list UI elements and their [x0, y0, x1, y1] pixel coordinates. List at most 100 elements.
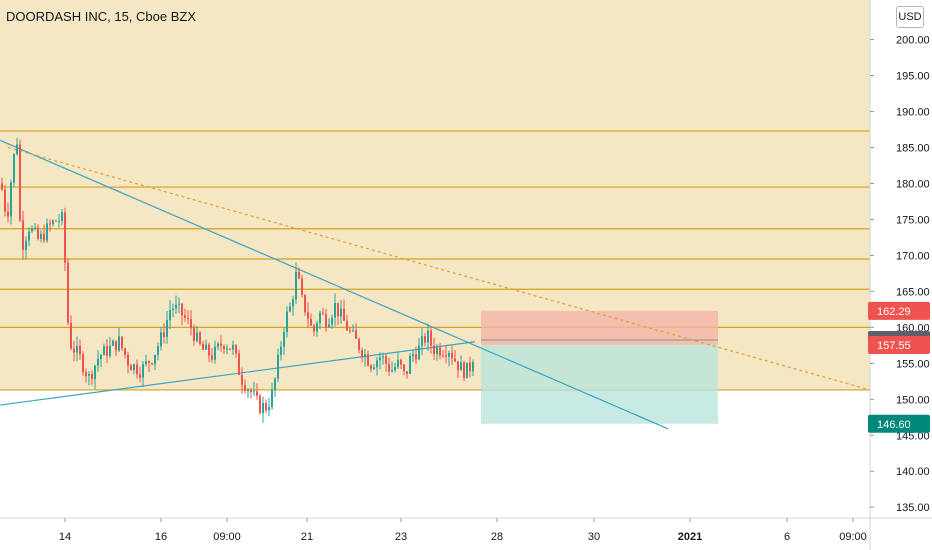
candle-body [280, 346, 282, 355]
candle-body [310, 318, 312, 326]
candle-body [4, 189, 6, 212]
candle-body [172, 308, 174, 311]
candle-body [349, 330, 351, 332]
candle-body [127, 354, 129, 366]
candle-body [376, 360, 378, 368]
price-badge-label: 162.29 [877, 306, 911, 318]
time-tick-label: 6 [784, 531, 790, 543]
candle-body [244, 385, 246, 391]
candle-body [427, 330, 429, 343]
candle-body [46, 223, 48, 241]
candle-body [448, 352, 450, 357]
time-tick-label: 28 [491, 531, 503, 543]
candle-body [436, 347, 438, 355]
price-badge-entry: 157.55 [868, 335, 930, 354]
candle-body [61, 212, 63, 221]
candle-body [328, 324, 330, 328]
candle-body [145, 361, 147, 365]
candle-body [439, 347, 441, 356]
plot-area[interactable] [0, 0, 871, 430]
price-tick-label: 150.00 [896, 394, 930, 406]
candle-body [115, 340, 117, 351]
candle-body [385, 356, 387, 364]
candle-body [292, 299, 294, 307]
candle-body [214, 346, 216, 360]
dashed-trend-line [7, 146, 871, 391]
candle-body [346, 320, 348, 331]
candle-body [235, 345, 237, 354]
price-tick-label: 195.00 [896, 71, 930, 83]
candle-body [193, 328, 195, 341]
candle-body [361, 350, 363, 358]
candle-body [442, 355, 444, 357]
candle-body [301, 278, 303, 295]
candle-body [157, 346, 159, 355]
candle-body [118, 336, 120, 351]
candle-body [169, 310, 171, 321]
price-tick-label: 200.00 [896, 35, 930, 47]
candle-body [466, 362, 468, 379]
candle-body [190, 319, 192, 329]
candle-body [313, 325, 315, 332]
candle-body [70, 322, 72, 349]
candle-body [139, 374, 141, 378]
candle-body [364, 354, 366, 358]
candle-body [163, 332, 165, 337]
candle-body [67, 262, 69, 323]
candle-body [232, 345, 234, 350]
candle-body [250, 390, 252, 393]
candle-body [19, 144, 21, 221]
candle-body [352, 330, 354, 332]
candle-body [64, 212, 66, 263]
candle-body [7, 211, 9, 217]
price-badge-label: 146.60 [877, 419, 911, 431]
candle-body [400, 359, 402, 365]
candle-body [322, 312, 324, 315]
candle-body [97, 358, 99, 366]
candle-body [202, 343, 204, 350]
candle-body [223, 345, 225, 350]
candle-body [286, 311, 288, 333]
candle-body [424, 336, 426, 343]
candle-body [25, 240, 27, 250]
time-tick-label: 09:00 [839, 531, 867, 543]
candle-body [187, 317, 189, 320]
candle-body [469, 362, 471, 372]
candle-body [304, 294, 306, 313]
candle-body [373, 367, 375, 369]
price-badge-background [868, 335, 930, 354]
price-tick-label: 140.00 [896, 466, 930, 478]
time-tick-label: 23 [395, 531, 407, 543]
price-tick-label: 185.00 [896, 142, 930, 154]
candle-body [124, 348, 126, 355]
candle-body [412, 354, 414, 357]
candle-body [196, 332, 198, 341]
time-tick-label: 21 [301, 531, 313, 543]
candle-body [409, 356, 411, 374]
candle-body [22, 220, 24, 250]
candle-body [10, 182, 12, 217]
trend-line [0, 139, 669, 430]
candle-body [325, 314, 327, 328]
candle-body [16, 144, 18, 154]
price-tick-label: 155.00 [896, 358, 930, 370]
price-badge-stop: 162.29 [868, 301, 930, 320]
candle-body [151, 363, 153, 365]
price-tick-label: 135.00 [896, 502, 930, 514]
price-tick-label: 190.00 [896, 107, 930, 119]
candle-body [31, 228, 33, 232]
candle-body [100, 355, 102, 359]
candle-body [34, 227, 36, 229]
background-zone [0, 0, 870, 390]
candle-body [166, 320, 168, 337]
candle-body [28, 231, 30, 241]
currency-button[interactable]: USD [896, 6, 924, 28]
candle-body [394, 366, 396, 371]
candle-body [370, 365, 372, 369]
candle-body [109, 345, 111, 356]
price-tick-label: 145.00 [896, 430, 930, 442]
candle-body [268, 407, 270, 411]
candle-body [91, 373, 93, 380]
